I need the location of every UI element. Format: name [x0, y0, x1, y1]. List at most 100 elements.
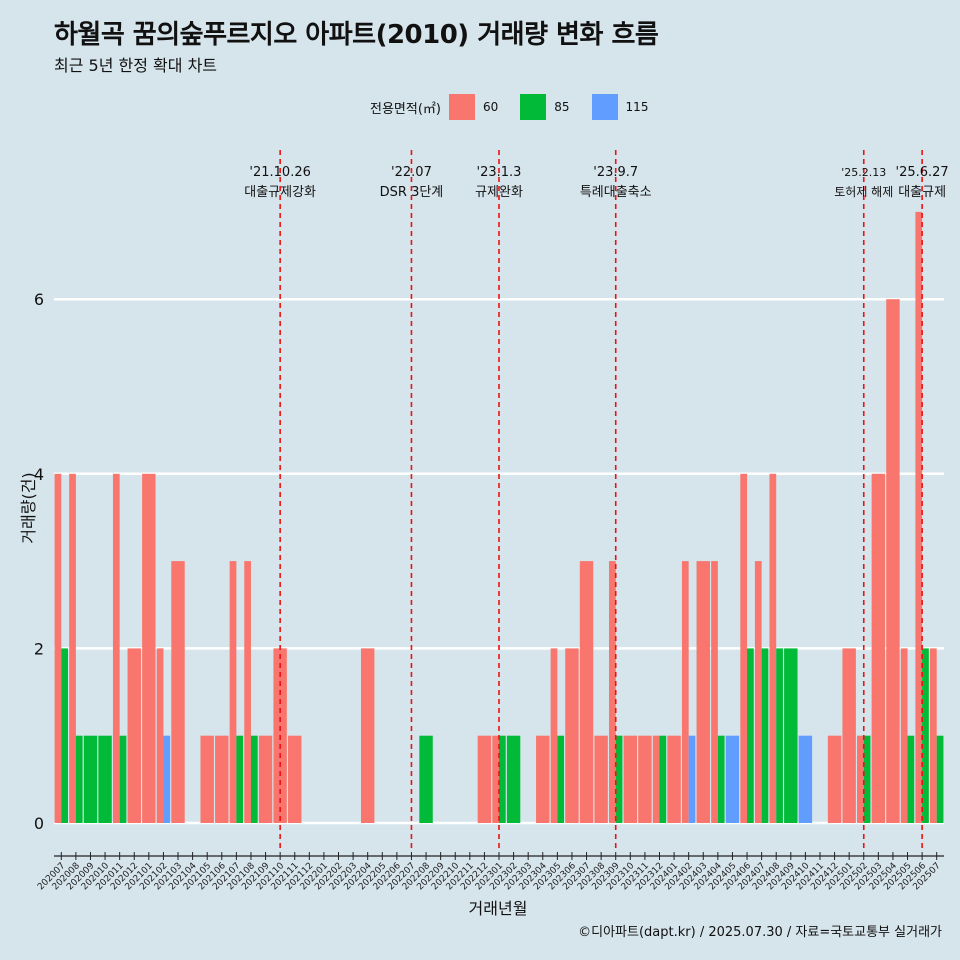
bar-60-202304 [536, 735, 550, 823]
bar-60-202403 [696, 561, 710, 823]
footer-credit: ©디아파트(dapt.kr) / 2025.07.30 / 자료=국토교통부 실… [578, 925, 942, 940]
bar-60-202109 [258, 735, 273, 823]
legend: 전용면적(㎡) 60 85 115 [370, 92, 670, 122]
bar-85-202506 [922, 648, 929, 823]
bar-85-202502 [863, 735, 871, 823]
bar-60-202305 [550, 648, 558, 823]
bar-60-202102 [156, 648, 164, 823]
event-label: 토허제 해제 [834, 185, 893, 199]
bar-60-202007 [54, 473, 62, 823]
bar-60-202306 [565, 648, 579, 823]
bar-60-202008 [69, 473, 76, 823]
event-label: DSR 3단계 [380, 185, 444, 200]
bar-60-202311 [638, 735, 652, 823]
bar-85-202409 [784, 648, 798, 823]
chart-subtitle: 최근 5년 한정 확대 차트 [54, 56, 218, 75]
bar-60-202312 [652, 735, 660, 823]
legend-item-60: 60 [448, 94, 516, 120]
bar-60-202309 [609, 561, 616, 823]
bar-60-202412 [827, 735, 842, 823]
y-tick-label: 0 [34, 814, 44, 833]
bar-60-202012 [127, 648, 141, 823]
bar-60-202505 [900, 648, 908, 823]
bar-85-202309 [615, 735, 623, 823]
bar-60-202307 [579, 561, 594, 823]
bar-85-202408 [776, 648, 783, 823]
legend-swatch-85 [520, 94, 547, 120]
event-label: 규제완화 [475, 185, 523, 200]
bar-60-202504 [886, 299, 900, 823]
bar-60-202101 [142, 473, 156, 823]
bar-60-202506 [915, 211, 923, 823]
event-date-label: '21.10.26 [249, 165, 310, 180]
bar-60-202308 [594, 735, 608, 823]
bar-60-202406 [740, 473, 748, 823]
event-date-label: '22.07 [391, 165, 432, 180]
bar-60-202507 [929, 648, 937, 823]
legend-label-60: 60 [482, 100, 499, 114]
bar-85-202107 [236, 735, 244, 823]
x-axis-title: 거래년월 [469, 899, 528, 918]
legend-item-115: 115 [591, 94, 667, 120]
bar-60-202501 [842, 648, 856, 823]
event-label: 대출규제강화 [244, 185, 316, 200]
legend-item-85: 85 [520, 94, 587, 120]
legend-label-85: 85 [554, 100, 570, 114]
legend-label-115: 115 [625, 100, 649, 114]
bar-60-202108 [244, 561, 251, 823]
bar-60-202106 [215, 735, 229, 823]
bar-85-202302 [506, 735, 521, 823]
bar-115-202410 [798, 735, 813, 823]
bar-85-202009 [83, 735, 98, 823]
legend-title: 전용면적(㎡) [370, 101, 441, 117]
bar-85-202007 [61, 648, 69, 823]
legend-swatch-115 [591, 94, 618, 120]
bar-115-202402 [688, 735, 696, 823]
bar-60-202310 [623, 735, 638, 823]
bar-85-202108 [250, 735, 258, 823]
legend-swatch-60 [448, 94, 475, 120]
bar-85-202305 [557, 735, 565, 823]
bar-85-202208 [419, 735, 433, 823]
bar-85-202301 [499, 735, 506, 823]
bar-85-202011 [119, 735, 127, 823]
event-date-label: '23.1.3 [477, 165, 522, 180]
bar-60-202301 [492, 735, 499, 823]
y-axis-title: 거래량(건) [19, 472, 38, 543]
bar-85-202010 [98, 735, 112, 823]
event-date-label: '23.9.7 [593, 165, 638, 180]
bar-60-202402 [681, 561, 689, 823]
y-tick-label: 6 [34, 290, 44, 309]
event-date-label: '25.2.13 [841, 166, 886, 179]
bar-85-202505 [907, 735, 915, 823]
bar-60-202404 [711, 561, 718, 823]
bar-60-202103 [171, 561, 185, 823]
event-label: 대출규제 [898, 185, 946, 200]
bar-60-202502 [857, 735, 864, 823]
bar-85-202312 [659, 735, 667, 823]
bar-85-202407 [761, 648, 769, 823]
event-date-label: '25.6.27 [896, 165, 949, 180]
bar-85-202406 [747, 648, 754, 823]
event-label: 특례대출축소 [580, 185, 652, 200]
bar-115-202102 [163, 735, 171, 823]
bar-60-202503 [871, 473, 886, 823]
bar-60-202407 [754, 561, 762, 823]
bar-60-202011 [112, 473, 120, 823]
bar-60-202111 [288, 735, 302, 823]
bar-85-202008 [75, 735, 83, 823]
bar-115-202405 [725, 735, 740, 823]
y-tick-label: 2 [34, 639, 44, 658]
bar-60-202408 [769, 473, 777, 823]
bar-85-202404 [717, 735, 725, 823]
bar-60-202105 [200, 735, 214, 823]
bar-60-202204 [360, 648, 375, 823]
bar-85-202507 [936, 735, 944, 823]
chart-title: 하월곡 꿈의숲푸르지오 아파트(2010) 거래량 변화 흐름 [54, 20, 659, 50]
bar-60-202107 [229, 561, 237, 823]
bar-60-202212 [477, 735, 492, 823]
y-tick-label: 4 [34, 465, 44, 484]
bar-60-202401 [667, 735, 681, 823]
